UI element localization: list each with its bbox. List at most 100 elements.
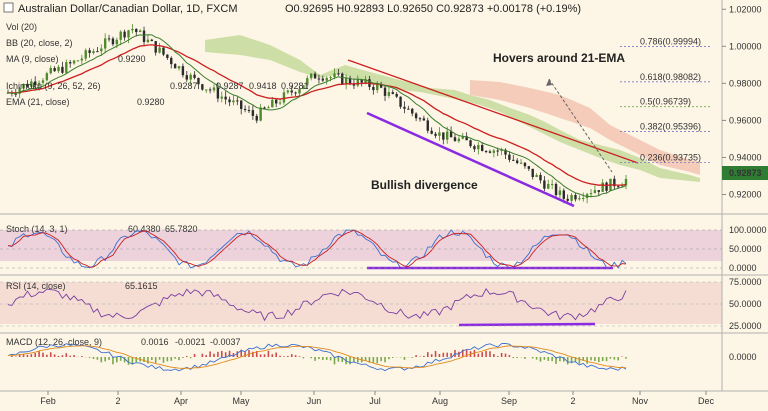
candle-body [360, 79, 363, 83]
candle-body [61, 66, 64, 73]
candle-body [309, 73, 313, 79]
time-axis: Feb 2 Apr May Jun Jul Aug Sep 2 Nov Dec [40, 391, 714, 406]
candle-body [597, 190, 600, 192]
candle-body [173, 64, 177, 69]
price-tick-label: 1.02000 [729, 4, 762, 14]
stoch-k-line [7, 229, 627, 269]
candle-body [111, 38, 115, 45]
ohlc-readout: O0.92695 H0.92893 L0.92650 C0.92873 +0.0… [285, 3, 581, 15]
legend-bb[interactable]: BB (20, close, 2) [6, 38, 73, 48]
candle-body [399, 96, 402, 107]
candle-body [348, 77, 352, 84]
candle-body [103, 38, 107, 49]
candle-body [251, 110, 255, 116]
candle-body [65, 62, 68, 73]
macd-histogram [11, 349, 627, 365]
candle-body [566, 198, 569, 201]
legend-ichi-v4: 0.9281 [281, 81, 309, 91]
candle-body [434, 133, 437, 136]
time-tick-label: May [232, 396, 250, 406]
stoch-label[interactable]: Stoch (14, 3, 1) [6, 224, 68, 234]
rsi-tick-label: 50.0000 [729, 299, 762, 309]
stoch-tick-label: 0.0000 [729, 263, 757, 273]
candle-body [224, 96, 227, 100]
symbol-icon[interactable] [3, 2, 14, 13]
candle-body [391, 92, 394, 94]
candle-body [480, 145, 484, 151]
time-tick-label: Jun [307, 396, 322, 406]
candle-body [88, 50, 91, 53]
candle-body [294, 92, 297, 94]
legend-ichimoku[interactable]: Ichimoku (9, 26, 52, 26) [6, 81, 101, 91]
macd-pane [0, 335, 722, 390]
last-price-label: 0.92873 [729, 168, 762, 178]
candle-body [302, 85, 305, 89]
candle-body [96, 51, 99, 53]
last-price-badge [722, 166, 768, 180]
ma-9-line [7, 34, 627, 198]
candle-body [142, 30, 146, 43]
candle-body [383, 87, 387, 96]
candle-body [306, 78, 309, 86]
rsi-label[interactable]: RSI (14, close) [6, 281, 66, 291]
candle-body [57, 66, 60, 72]
candle-body [212, 87, 216, 91]
candle-body [290, 90, 293, 93]
candle-body [45, 73, 49, 81]
candle-body [146, 39, 150, 43]
candle-body [267, 107, 270, 109]
candle-body [92, 51, 95, 53]
candle-body [127, 30, 130, 38]
candle-body [193, 74, 196, 78]
candle-body [236, 100, 239, 102]
candle-body [589, 193, 593, 195]
candle-body [508, 154, 511, 160]
legend-vol[interactable]: Vol (20) [6, 22, 37, 32]
stoch-legend: Stoch (14, 3, 1) 60.4380 65.7820 [6, 224, 198, 234]
time-tick-label: Feb [40, 396, 56, 406]
candle-body [465, 136, 468, 141]
candle-body [613, 178, 616, 187]
candle-body [488, 151, 492, 153]
arrow-head [546, 79, 552, 86]
candle-body [247, 110, 251, 112]
candle-body [446, 131, 449, 140]
candle-body [189, 74, 192, 80]
candle-body [14, 93, 17, 95]
ichimoku-cloud-green [205, 35, 700, 182]
candle-body [543, 180, 546, 189]
macd-v2: -0.0021 [175, 337, 206, 347]
candle-body [138, 30, 142, 33]
candle-body [582, 197, 585, 199]
time-tick-label: 2 [570, 396, 575, 406]
fib-level-label: 0.382(0.95396) [640, 122, 701, 132]
candle-body [605, 182, 608, 191]
candle-body [624, 178, 628, 186]
candle-body [30, 81, 33, 87]
legend-ma[interactable]: MA (9, close) [6, 54, 59, 64]
time-tick-label: Apr [174, 396, 188, 406]
candle-body [593, 190, 597, 194]
candle-body [208, 89, 212, 91]
time-tick-label: Aug [432, 396, 448, 406]
candle-body [197, 77, 200, 85]
candle-body [496, 150, 499, 152]
candle-body [107, 38, 111, 40]
candle-body [325, 77, 328, 81]
stoch-v1: 60.4380 [128, 224, 161, 234]
candle-body [80, 58, 84, 61]
candle-body [620, 185, 624, 187]
candle-body [414, 113, 418, 119]
ichimoku-cloud-red [470, 80, 700, 175]
time-tick-label: Dec [698, 396, 715, 406]
candle-body [558, 190, 562, 196]
candle-body [232, 100, 235, 103]
macd-label[interactable]: MACD (12, 26, close, 9) [6, 337, 102, 347]
candle-body [72, 60, 76, 64]
legend-ichi-v1: 0.9287 [170, 81, 198, 91]
legend-ema[interactable]: EMA (21, close) [6, 97, 70, 107]
candle-body [492, 150, 496, 153]
candle-body [601, 182, 604, 192]
price-tick-label: 0.96000 [729, 115, 762, 125]
